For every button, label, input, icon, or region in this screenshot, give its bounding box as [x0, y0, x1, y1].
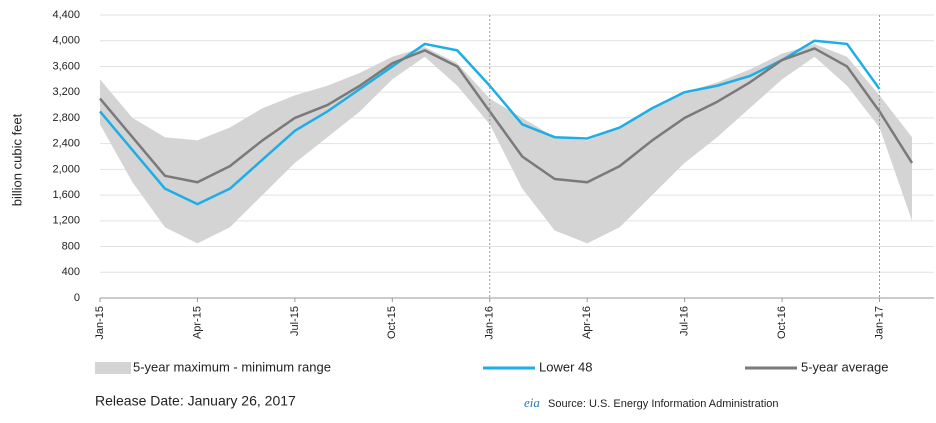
- x-tick-label: Oct-15: [386, 306, 398, 339]
- y-tick-label: 1,600: [52, 189, 80, 201]
- y-tick-label: 2,800: [52, 112, 80, 124]
- y-tick-label: 0: [74, 292, 80, 304]
- legend-label: Lower 48: [539, 359, 592, 374]
- logo: eia: [524, 395, 540, 410]
- series-line: [99, 39, 881, 206]
- x-tick-label: Jan-15: [94, 306, 106, 340]
- legend-swatch: [95, 362, 131, 374]
- y-tick-label: 3,600: [52, 60, 80, 72]
- y-axis-label: billion cubic feet: [9, 113, 24, 206]
- x-tick-label: Jul-16: [679, 306, 691, 336]
- x-tick-label: Apr-16: [581, 306, 593, 339]
- series-line: [99, 47, 914, 184]
- source: Source: U.S. Energy Information Administ…: [548, 398, 779, 410]
- x-tick-label: Oct-16: [776, 306, 788, 339]
- y-tick-label: 800: [62, 240, 80, 252]
- legend-label: 5-year average: [801, 359, 888, 374]
- x-tick-label: Jan-16: [484, 306, 496, 340]
- x-tick-label: Apr-15: [191, 306, 203, 339]
- y-tick-label: 4,000: [52, 35, 80, 47]
- y-tick-label: 400: [62, 266, 80, 278]
- y-tick-label: 4,400: [52, 9, 80, 21]
- y-tick-label: 3,200: [52, 86, 80, 98]
- range-area: [100, 43, 912, 244]
- x-tick-label: Jan-17: [873, 306, 885, 340]
- y-tick-label: 2,000: [52, 163, 80, 175]
- y-tick-label: 1,200: [52, 215, 80, 227]
- x-tick-label: Jul-15: [289, 306, 301, 336]
- legend-label: 5-year maximum - minimum range: [133, 359, 331, 374]
- y-tick-label: 2,400: [52, 138, 80, 150]
- release-date: Release Date: January 26, 2017: [95, 393, 296, 409]
